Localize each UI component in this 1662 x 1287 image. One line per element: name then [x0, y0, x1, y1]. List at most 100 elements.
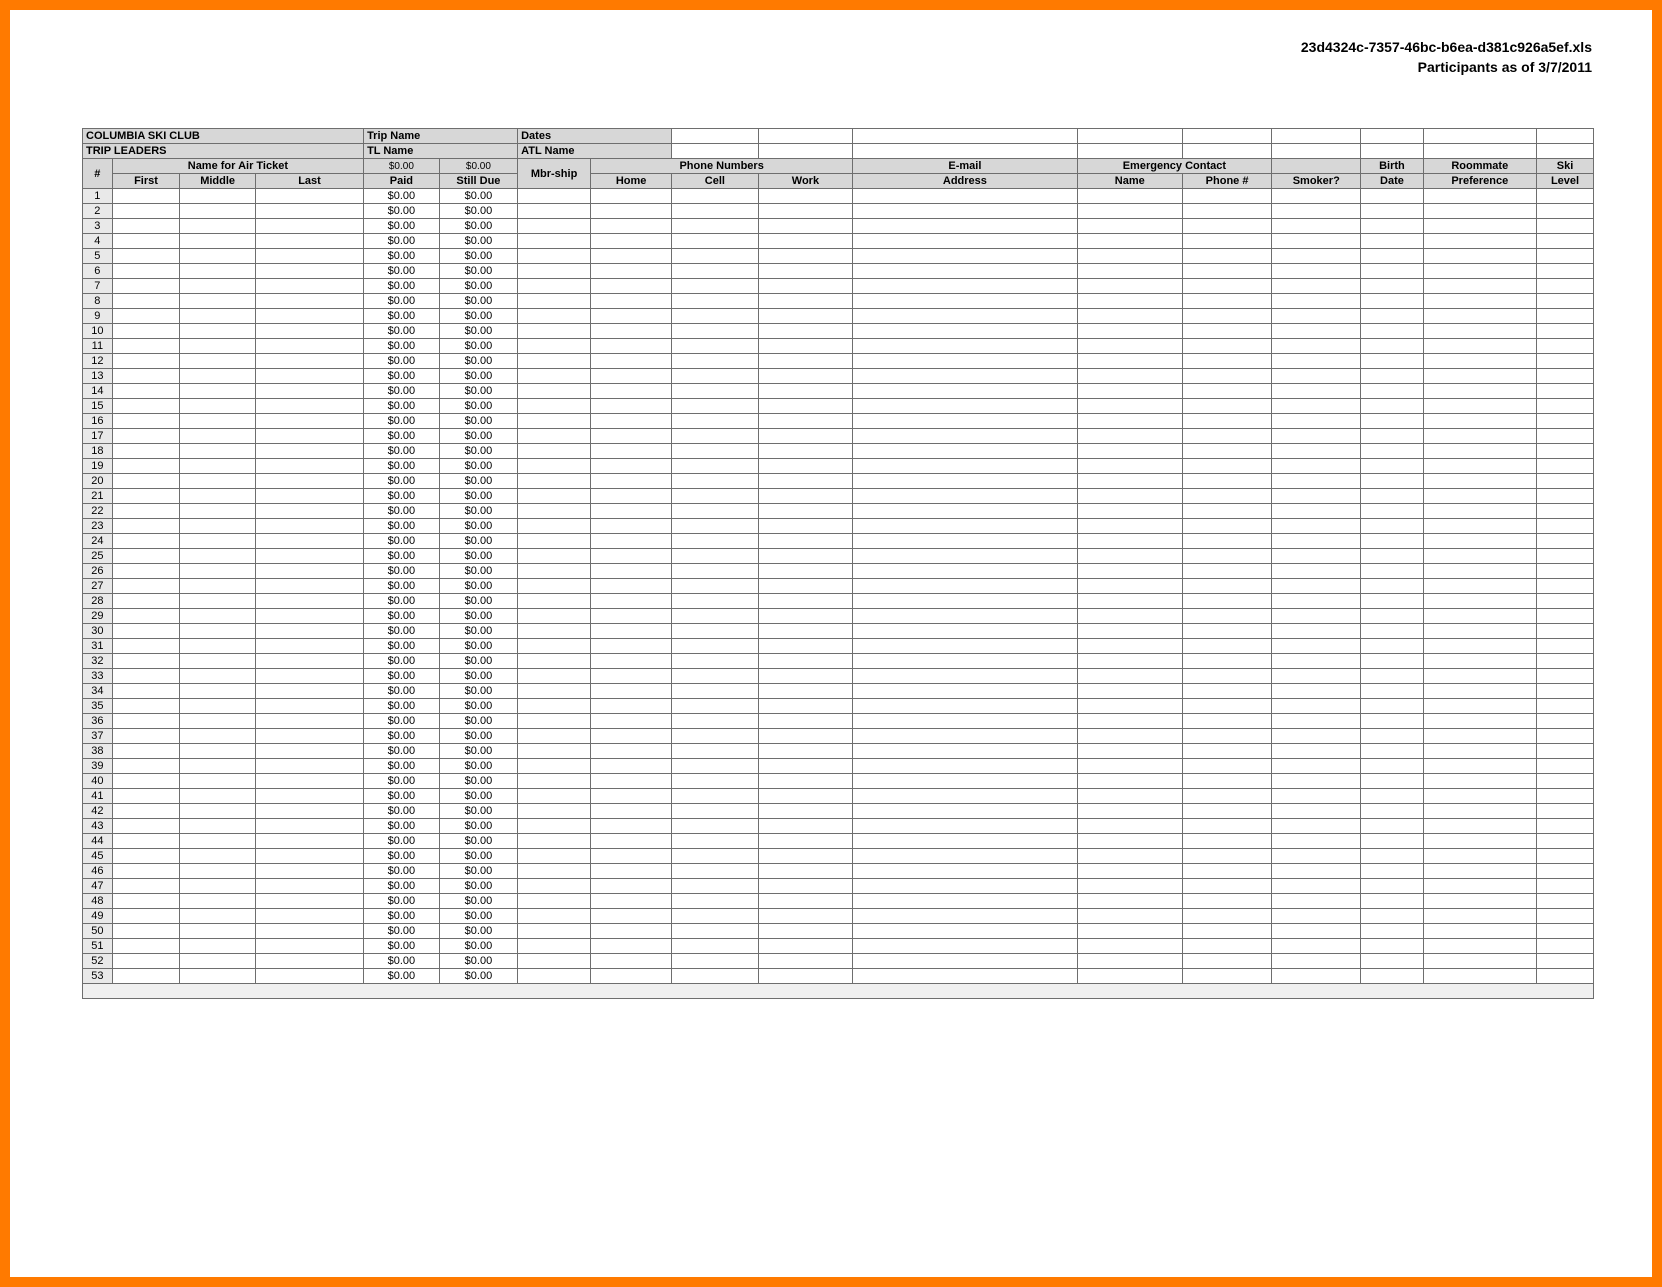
data-cell[interactable] — [853, 489, 1077, 504]
data-cell[interactable] — [112, 909, 180, 924]
row-number-cell[interactable]: 17 — [83, 429, 113, 444]
data-cell[interactable] — [255, 639, 363, 654]
data-cell[interactable] — [758, 489, 853, 504]
row-number-cell[interactable]: 52 — [83, 954, 113, 969]
data-cell[interactable] — [1182, 594, 1271, 609]
paid-cell[interactable]: $0.00 — [364, 324, 440, 339]
data-cell[interactable] — [1077, 534, 1182, 549]
data-cell[interactable] — [1537, 684, 1594, 699]
data-cell[interactable] — [1423, 429, 1537, 444]
row-number-cell[interactable]: 13 — [83, 369, 113, 384]
data-cell[interactable] — [1361, 264, 1423, 279]
data-cell[interactable] — [180, 669, 256, 684]
data-cell[interactable] — [853, 849, 1077, 864]
data-cell[interactable] — [758, 579, 853, 594]
data-cell[interactable] — [1423, 339, 1537, 354]
data-cell[interactable] — [1182, 294, 1271, 309]
data-cell[interactable] — [672, 324, 758, 339]
blank-cell[interactable] — [1182, 129, 1271, 144]
data-cell[interactable] — [180, 324, 256, 339]
row-number-cell[interactable]: 9 — [83, 309, 113, 324]
data-cell[interactable] — [1537, 624, 1594, 639]
paid-cell[interactable]: $0.00 — [364, 699, 440, 714]
data-cell[interactable] — [853, 789, 1077, 804]
data-cell[interactable] — [518, 399, 591, 414]
data-cell[interactable] — [1182, 864, 1271, 879]
data-cell[interactable] — [255, 729, 363, 744]
still-due-cell[interactable]: $0.00 — [439, 849, 517, 864]
still-due-cell[interactable]: $0.00 — [439, 219, 517, 234]
data-cell[interactable] — [591, 534, 672, 549]
still-due-cell[interactable]: $0.00 — [439, 654, 517, 669]
data-cell[interactable] — [180, 504, 256, 519]
still-due-cell[interactable]: $0.00 — [439, 399, 517, 414]
row-number-cell[interactable]: 8 — [83, 294, 113, 309]
row-number-cell[interactable]: 2 — [83, 204, 113, 219]
data-cell[interactable] — [853, 189, 1077, 204]
data-cell[interactable] — [180, 789, 256, 804]
data-cell[interactable] — [672, 639, 758, 654]
data-cell[interactable] — [1423, 744, 1537, 759]
data-cell[interactable] — [758, 324, 853, 339]
data-cell[interactable] — [518, 384, 591, 399]
data-cell[interactable] — [255, 609, 363, 624]
data-cell[interactable] — [672, 969, 758, 984]
data-cell[interactable] — [1423, 534, 1537, 549]
data-cell[interactable] — [1423, 774, 1537, 789]
still-due-cell[interactable]: $0.00 — [439, 684, 517, 699]
data-cell[interactable] — [1423, 639, 1537, 654]
data-cell[interactable] — [1423, 474, 1537, 489]
data-cell[interactable] — [1361, 819, 1423, 834]
still-due-cell[interactable]: $0.00 — [439, 744, 517, 759]
data-cell[interactable] — [255, 924, 363, 939]
data-cell[interactable] — [1361, 744, 1423, 759]
data-cell[interactable] — [1537, 909, 1594, 924]
data-cell[interactable] — [1361, 669, 1423, 684]
data-cell[interactable] — [1077, 399, 1182, 414]
data-cell[interactable] — [255, 264, 363, 279]
data-cell[interactable] — [1182, 534, 1271, 549]
data-cell[interactable] — [1182, 909, 1271, 924]
paid-cell[interactable]: $0.00 — [364, 549, 440, 564]
data-cell[interactable] — [1423, 324, 1537, 339]
data-cell[interactable] — [180, 579, 256, 594]
data-cell[interactable] — [672, 789, 758, 804]
data-cell[interactable] — [672, 459, 758, 474]
data-cell[interactable] — [112, 729, 180, 744]
data-cell[interactable] — [1182, 489, 1271, 504]
data-cell[interactable] — [591, 804, 672, 819]
data-cell[interactable] — [112, 399, 180, 414]
data-cell[interactable] — [112, 969, 180, 984]
still-due-cell[interactable]: $0.00 — [439, 189, 517, 204]
data-cell[interactable] — [591, 954, 672, 969]
row-number-cell[interactable]: 7 — [83, 279, 113, 294]
data-cell[interactable] — [758, 639, 853, 654]
data-cell[interactable] — [255, 324, 363, 339]
data-cell[interactable] — [591, 939, 672, 954]
data-cell[interactable] — [518, 969, 591, 984]
data-cell[interactable] — [1272, 504, 1361, 519]
data-cell[interactable] — [1272, 219, 1361, 234]
still-due-cell[interactable]: $0.00 — [439, 339, 517, 354]
data-cell[interactable] — [1272, 564, 1361, 579]
data-cell[interactable] — [1361, 639, 1423, 654]
data-cell[interactable] — [1077, 819, 1182, 834]
data-cell[interactable] — [1272, 594, 1361, 609]
data-cell[interactable] — [255, 954, 363, 969]
data-cell[interactable] — [255, 759, 363, 774]
data-cell[interactable] — [518, 669, 591, 684]
data-cell[interactable] — [1272, 309, 1361, 324]
still-due-cell[interactable]: $0.00 — [439, 594, 517, 609]
data-cell[interactable] — [1272, 294, 1361, 309]
data-cell[interactable] — [180, 684, 256, 699]
data-cell[interactable] — [853, 744, 1077, 759]
data-cell[interactable] — [1077, 579, 1182, 594]
data-cell[interactable] — [853, 909, 1077, 924]
data-cell[interactable] — [1182, 429, 1271, 444]
data-cell[interactable] — [758, 834, 853, 849]
data-cell[interactable] — [591, 699, 672, 714]
data-cell[interactable] — [1272, 849, 1361, 864]
data-cell[interactable] — [672, 369, 758, 384]
paid-cell[interactable]: $0.00 — [364, 789, 440, 804]
paid-cell[interactable]: $0.00 — [364, 939, 440, 954]
